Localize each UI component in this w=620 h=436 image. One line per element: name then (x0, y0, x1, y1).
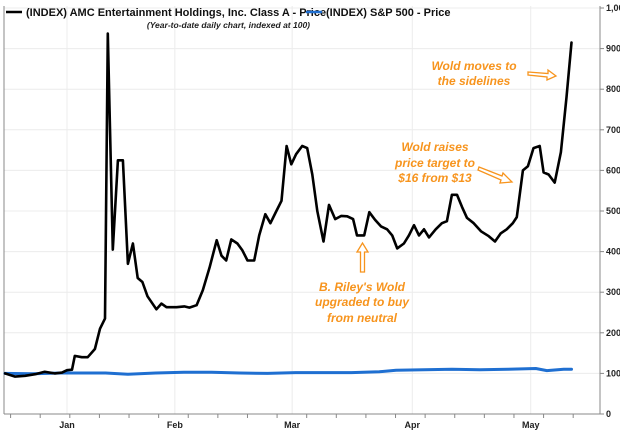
annotation-price-target: Wold raises price target to $16 from $13 (394, 140, 514, 185)
y-tick-label: 300 (606, 287, 620, 297)
y-ticks: 0 100 200 300 400 500 600 700 800 900 1,000 (600, 3, 620, 419)
x-ticks: Jan Feb Mar Apr May (10, 414, 574, 430)
y-tick-label: 1,000 (606, 3, 620, 13)
x-tick-label: Apr (405, 420, 421, 430)
series-lines (3, 32, 573, 378)
arrow-icon (527, 68, 558, 82)
y-tick-label: 500 (606, 206, 620, 216)
y-tick-label: 900 (606, 44, 620, 54)
y-tick-label: 200 (606, 328, 620, 338)
annotation-upgrade: B. Riley's Wold upgraded to buy from neu… (315, 241, 410, 325)
series-line-amc (3, 32, 573, 378)
y-tick-label: 100 (606, 368, 620, 378)
annotation-line: Wold raises (401, 140, 468, 154)
legend-label-amc: (INDEX) AMC Entertainment Holdings, Inc.… (26, 7, 326, 19)
y-tick-label: 700 (606, 125, 620, 135)
y-tick-label: 0 (606, 409, 611, 419)
y-tick-label: 600 (606, 165, 620, 175)
arrow-icon (355, 241, 370, 273)
chart-subtitle: (Year-to-date daily chart, indexed at 10… (147, 20, 310, 30)
x-tick-label: Mar (284, 420, 301, 430)
legend: (INDEX) AMC Entertainment Holdings, Inc.… (6, 7, 451, 19)
y-tick-label: 400 (606, 247, 620, 257)
annotation-line: Wold moves to (431, 59, 516, 73)
annotation-line: $16 from $13 (397, 171, 472, 185)
gridlines (4, 6, 600, 414)
annotation-line: from neutral (327, 311, 398, 325)
x-tick-label: Feb (167, 420, 184, 430)
series-line-sp500 (3, 367, 573, 376)
annotation-line: B. Riley's Wold (319, 280, 406, 294)
legend-label-sp500: (INDEX) S&P 500 - Price (326, 7, 451, 19)
annotation-line: upgraded to buy (315, 295, 410, 309)
annotation-line: price target to (394, 156, 475, 170)
x-tick-label: May (522, 420, 540, 430)
arrow-icon (477, 166, 514, 184)
annotation-line: the sidelines (438, 74, 511, 88)
annotation-sidelines: Wold moves to the sidelines (431, 59, 558, 88)
x-tick-label: Jan (59, 420, 75, 430)
y-tick-label: 800 (606, 84, 620, 94)
